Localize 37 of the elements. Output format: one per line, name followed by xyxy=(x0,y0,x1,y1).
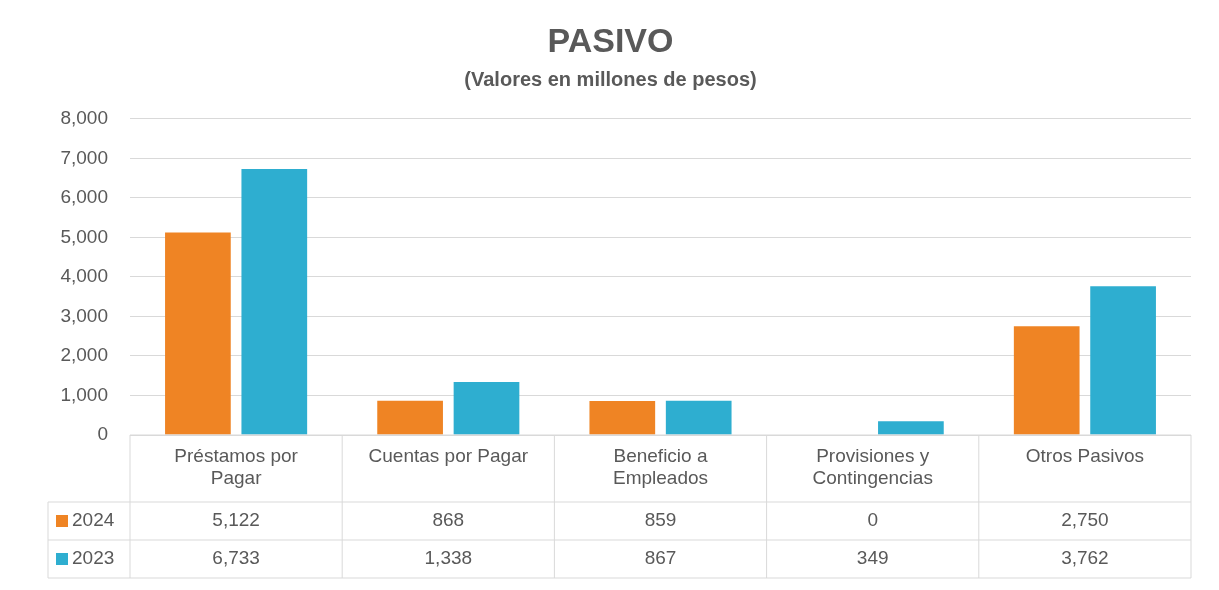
y-tick-label: 3,000 xyxy=(60,304,108,326)
x-tick-label: Otros Pasivos xyxy=(1025,444,1145,466)
data-label: 6,733 xyxy=(212,547,260,569)
data-label: 868 xyxy=(432,509,465,531)
data-label: 5,122 xyxy=(212,509,260,531)
data-label: 859 xyxy=(644,509,677,531)
y-tick-label: 4,000 xyxy=(60,265,108,287)
bar xyxy=(377,400,443,435)
y-tick-label: 0 xyxy=(97,423,108,445)
chart-subtitle: (Valores en millones de pesos) xyxy=(464,68,757,91)
bar xyxy=(1013,326,1080,435)
legend-label: 2023 xyxy=(72,547,115,569)
data-label: 2,750 xyxy=(1061,509,1109,531)
x-tick-label: Beneficio a Empleados xyxy=(612,444,709,489)
data-label: 1,338 xyxy=(424,547,473,569)
data-label: 0 xyxy=(867,509,878,531)
y-tick-label: 2,000 xyxy=(60,344,108,366)
bar xyxy=(589,401,656,435)
bar xyxy=(1090,286,1156,435)
data-label: 867 xyxy=(644,547,677,569)
bar xyxy=(165,232,231,435)
chart-title: PASIVO xyxy=(547,20,674,59)
bar xyxy=(453,382,520,435)
data-label: 3,762 xyxy=(1061,547,1109,569)
legend-label: 2024 xyxy=(72,509,115,531)
y-tick-label: 1,000 xyxy=(60,383,108,405)
y-tick-label: 7,000 xyxy=(60,146,108,168)
bar xyxy=(665,400,732,435)
data-label: 349 xyxy=(856,547,889,569)
bar xyxy=(241,168,308,435)
x-tick-label: Préstamos por Pagar xyxy=(174,444,299,489)
y-tick-label: 5,000 xyxy=(60,225,108,247)
x-tick-label: Cuentas por Pagar xyxy=(368,444,529,466)
y-tick-label: 8,000 xyxy=(60,107,108,129)
x-tick-label: Provisiones y Contingencias xyxy=(812,444,933,489)
bar xyxy=(878,421,944,435)
y-tick-label: 6,000 xyxy=(60,186,108,208)
